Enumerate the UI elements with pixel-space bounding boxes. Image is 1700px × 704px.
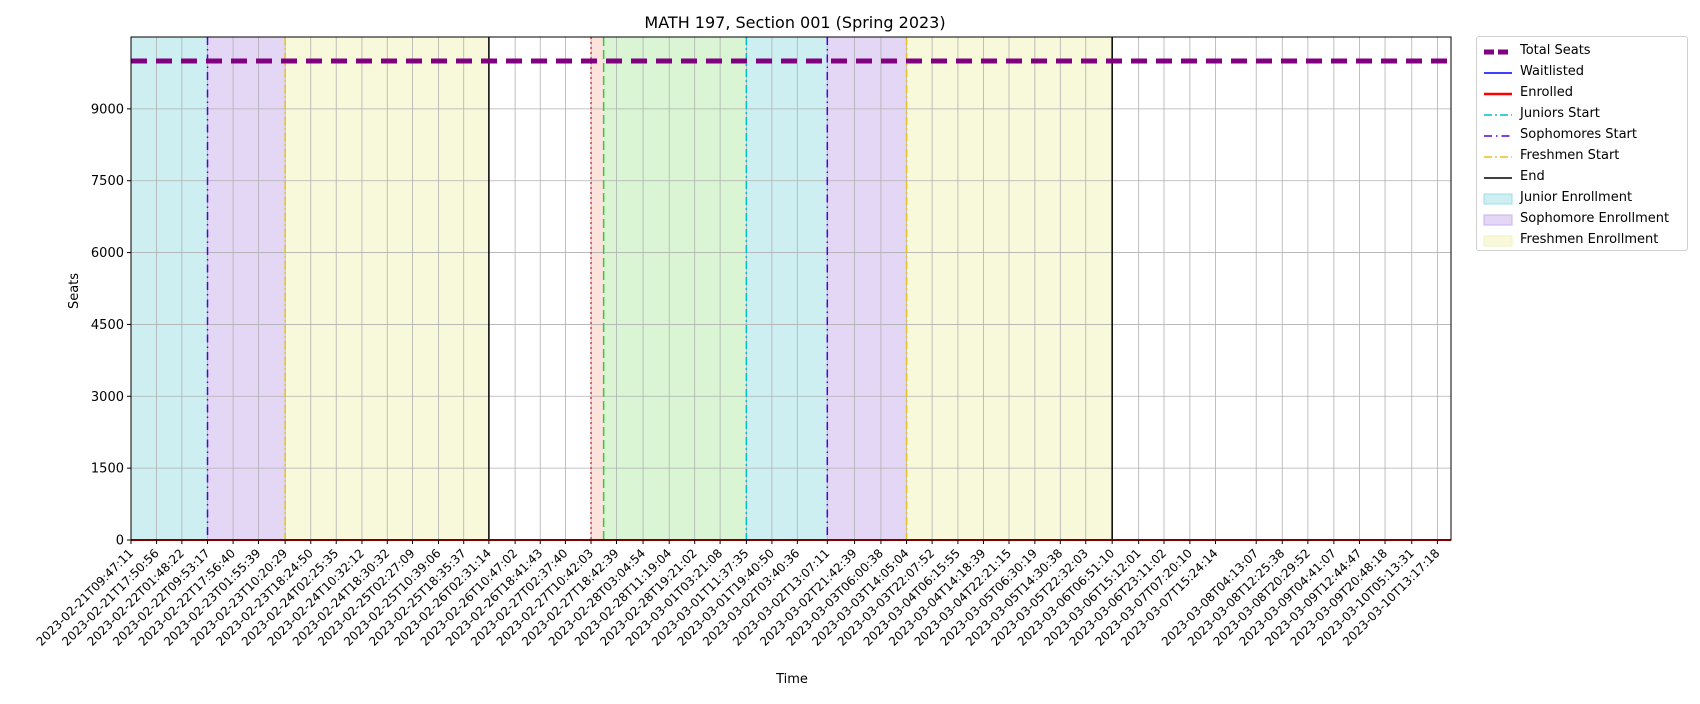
legend: Total Seats Waitlisted Enrolled Juniors Sta… — [1476, 36, 1688, 251]
legend-swatch — [1483, 214, 1513, 226]
legend-item: Freshmen Start — [1477, 146, 1687, 167]
legend-swatch — [1484, 135, 1512, 137]
legend-swatch — [1483, 235, 1513, 247]
y-tick-label: 1500 — [91, 462, 124, 477]
shaded-period — [207, 37, 286, 540]
y-tick-label: 3000 — [91, 390, 124, 405]
legend-swatch — [1483, 193, 1513, 205]
legend-item: Freshmen Enrollment — [1477, 230, 1687, 251]
legend-label: Freshmen Enrollment — [1520, 232, 1659, 247]
y-tick-label: 7500 — [91, 174, 124, 189]
shaded-period — [827, 37, 907, 540]
legend-label: Freshmen Start — [1520, 148, 1620, 163]
shaded-period — [131, 37, 208, 540]
legend-swatch — [1484, 92, 1512, 96]
legend-item: Junior Enrollment — [1477, 188, 1687, 209]
legend-item: Total Seats — [1477, 41, 1687, 62]
shaded-period — [591, 37, 604, 540]
shaded-period — [746, 37, 828, 540]
legend-label: Junior Enrollment — [1520, 190, 1633, 205]
chart-title: MATH 197, Section 001 (Spring 2023) — [644, 13, 945, 32]
legend-item: Sophomore Enrollment — [1477, 209, 1687, 230]
y-axis-label: Seats — [67, 273, 82, 309]
legend-label: Sophomore Enrollment — [1520, 211, 1670, 226]
legend-swatch — [1484, 177, 1512, 179]
plot-area: 01500300045006000750090002023-02-21T09:4… — [34, 36, 1452, 649]
x-axis-label: Time — [775, 672, 808, 687]
shaded-period — [603, 37, 747, 540]
y-tick-label: 9000 — [91, 102, 124, 117]
plot-frame — [130, 36, 1452, 541]
y-tick-label: 6000 — [91, 246, 124, 261]
legend-swatch — [1484, 72, 1512, 74]
legend-label: Waitlisted — [1520, 64, 1585, 79]
legend-label: Total Seats — [1520, 43, 1591, 58]
legend-item: Enrolled — [1477, 83, 1687, 104]
y-tick-label: 0 — [116, 534, 124, 549]
legend-item: Sophomores Start — [1477, 125, 1687, 146]
legend-label: Enrolled — [1520, 85, 1573, 100]
legend-item: End — [1477, 167, 1687, 188]
legend-label: Sophomores Start — [1520, 127, 1637, 142]
legend-swatch — [1484, 156, 1512, 158]
legend-item: Waitlisted — [1477, 62, 1687, 83]
legend-swatch — [1484, 49, 1512, 55]
legend-item: Juniors Start — [1477, 104, 1687, 125]
legend-label: Juniors Start — [1520, 106, 1600, 121]
y-tick-label: 4500 — [91, 318, 124, 333]
legend-label: End — [1520, 169, 1545, 184]
legend-swatch — [1484, 114, 1512, 116]
